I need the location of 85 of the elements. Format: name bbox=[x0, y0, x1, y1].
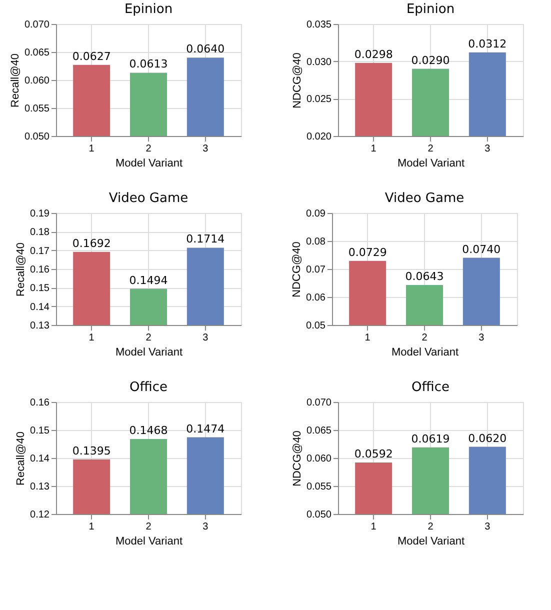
y-tick-label: 0.07 bbox=[306, 264, 326, 276]
data-label: 0.1474 bbox=[186, 422, 225, 436]
y-tick-label: 0.035 bbox=[306, 20, 332, 30]
y-tick-label: 0.050 bbox=[306, 510, 332, 520]
x-axis-title: Model Variant bbox=[115, 536, 183, 548]
y-axis-title: NDCG@40 bbox=[291, 52, 304, 108]
x-axis-title: Model Variant bbox=[397, 158, 465, 170]
data-label: 0.0298 bbox=[354, 48, 393, 61]
x-axis-title: Model Variant bbox=[115, 158, 183, 170]
y-tick-label: 0.060 bbox=[306, 454, 332, 464]
x-axis-title: Model Variant bbox=[115, 346, 183, 358]
y-tick-label: 0.020 bbox=[306, 132, 332, 142]
x-tick-label: 2 bbox=[146, 522, 152, 532]
y-tick-label: 0.055 bbox=[306, 482, 332, 492]
y-tick-label: 0.12 bbox=[30, 510, 50, 520]
chart-title: Epinion bbox=[124, 2, 173, 17]
x-tick-label: 3 bbox=[202, 332, 209, 344]
y-tick-label: 0.09 bbox=[306, 208, 326, 220]
y-tick-label: 0.16 bbox=[30, 264, 50, 276]
y-tick-label: 0.08 bbox=[306, 236, 326, 248]
data-label: 0.1494 bbox=[129, 274, 168, 287]
y-tick-label: 0.070 bbox=[24, 20, 50, 30]
y-tick-label: 0.18 bbox=[30, 227, 50, 238]
y-tick-label: 0.16 bbox=[30, 398, 50, 408]
y-tick-label: 0.17 bbox=[30, 246, 50, 257]
data-label: 0.1692 bbox=[72, 236, 111, 250]
data-label: 0.0592 bbox=[354, 447, 393, 460]
data-label: 0.0627 bbox=[72, 50, 111, 63]
x-tick-label: 1 bbox=[88, 144, 95, 154]
data-label: 0.0290 bbox=[411, 54, 450, 67]
data-label: 0.1395 bbox=[72, 444, 111, 458]
data-label: 0.0312 bbox=[468, 37, 507, 50]
x-tick-label: 1 bbox=[370, 144, 377, 154]
x-tick-label: 2 bbox=[428, 522, 434, 532]
chart-title: Office bbox=[412, 380, 450, 395]
x-tick-label: 2 bbox=[422, 332, 428, 344]
y-tick-label: 0.060 bbox=[24, 76, 50, 86]
x-tick-label: 2 bbox=[428, 144, 434, 154]
data-label: 0.0613 bbox=[129, 58, 168, 71]
data-label: 0.0620 bbox=[468, 432, 507, 445]
x-tick-label: 2 bbox=[146, 144, 152, 154]
x-tick-label: 1 bbox=[370, 522, 377, 532]
y-tick-label: 0.13 bbox=[30, 320, 50, 332]
data-label: 0.0729 bbox=[348, 246, 387, 259]
data-label: 0.1468 bbox=[129, 424, 168, 437]
y-tick-label: 0.070 bbox=[306, 398, 332, 408]
x-tick-label: 3 bbox=[484, 144, 491, 154]
y-axis-title: NDCG@40 bbox=[291, 430, 304, 486]
y-tick-label: 0.065 bbox=[24, 48, 50, 58]
chart-title: Office bbox=[130, 380, 168, 395]
y-tick-label: 0.14 bbox=[30, 454, 50, 464]
y-tick-label: 0.065 bbox=[306, 426, 332, 436]
chart-title: Video Game bbox=[384, 191, 464, 206]
y-tick-label: 0.19 bbox=[30, 208, 50, 220]
y-tick-label: 0.15 bbox=[30, 426, 50, 436]
y-tick-label: 0.030 bbox=[306, 56, 332, 68]
y-tick-label: 0.050 bbox=[24, 132, 50, 142]
y-axis-title: Recall@40 bbox=[15, 242, 28, 296]
y-axis-title: NDCG@40 bbox=[291, 242, 304, 298]
y-axis-title: Recall@40 bbox=[15, 432, 28, 486]
x-axis-title: Model Variant bbox=[397, 536, 465, 548]
y-tick-label: 0.15 bbox=[30, 283, 50, 294]
y-tick-label: 0.06 bbox=[306, 292, 326, 304]
x-tick-label: 1 bbox=[88, 332, 95, 344]
x-tick-label: 1 bbox=[364, 332, 371, 344]
x-tick-label: 3 bbox=[202, 522, 209, 532]
chart-title: Epinion bbox=[406, 2, 455, 17]
data-label: 0.0740 bbox=[462, 242, 501, 256]
data-label: 0.0643 bbox=[405, 270, 444, 283]
data-label: 0.0640 bbox=[186, 42, 225, 56]
y-tick-label: 0.14 bbox=[30, 302, 50, 313]
x-tick-label: 3 bbox=[478, 332, 485, 344]
y-axis-title: Recall@40 bbox=[9, 54, 22, 108]
chart-title: Video Game bbox=[108, 191, 188, 206]
y-tick-label: 0.05 bbox=[306, 320, 326, 332]
data-label: 0.0619 bbox=[411, 432, 450, 446]
y-tick-label: 0.025 bbox=[306, 94, 332, 106]
x-tick-label: 2 bbox=[146, 332, 152, 344]
y-tick-label: 0.13 bbox=[30, 482, 50, 492]
x-tick-label: 3 bbox=[202, 144, 209, 154]
x-tick-label: 3 bbox=[484, 522, 491, 532]
y-tick-label: 0.055 bbox=[24, 104, 50, 114]
x-axis-title: Model Variant bbox=[391, 346, 459, 358]
x-tick-label: 1 bbox=[88, 522, 95, 532]
data-label: 0.1714 bbox=[186, 232, 225, 246]
